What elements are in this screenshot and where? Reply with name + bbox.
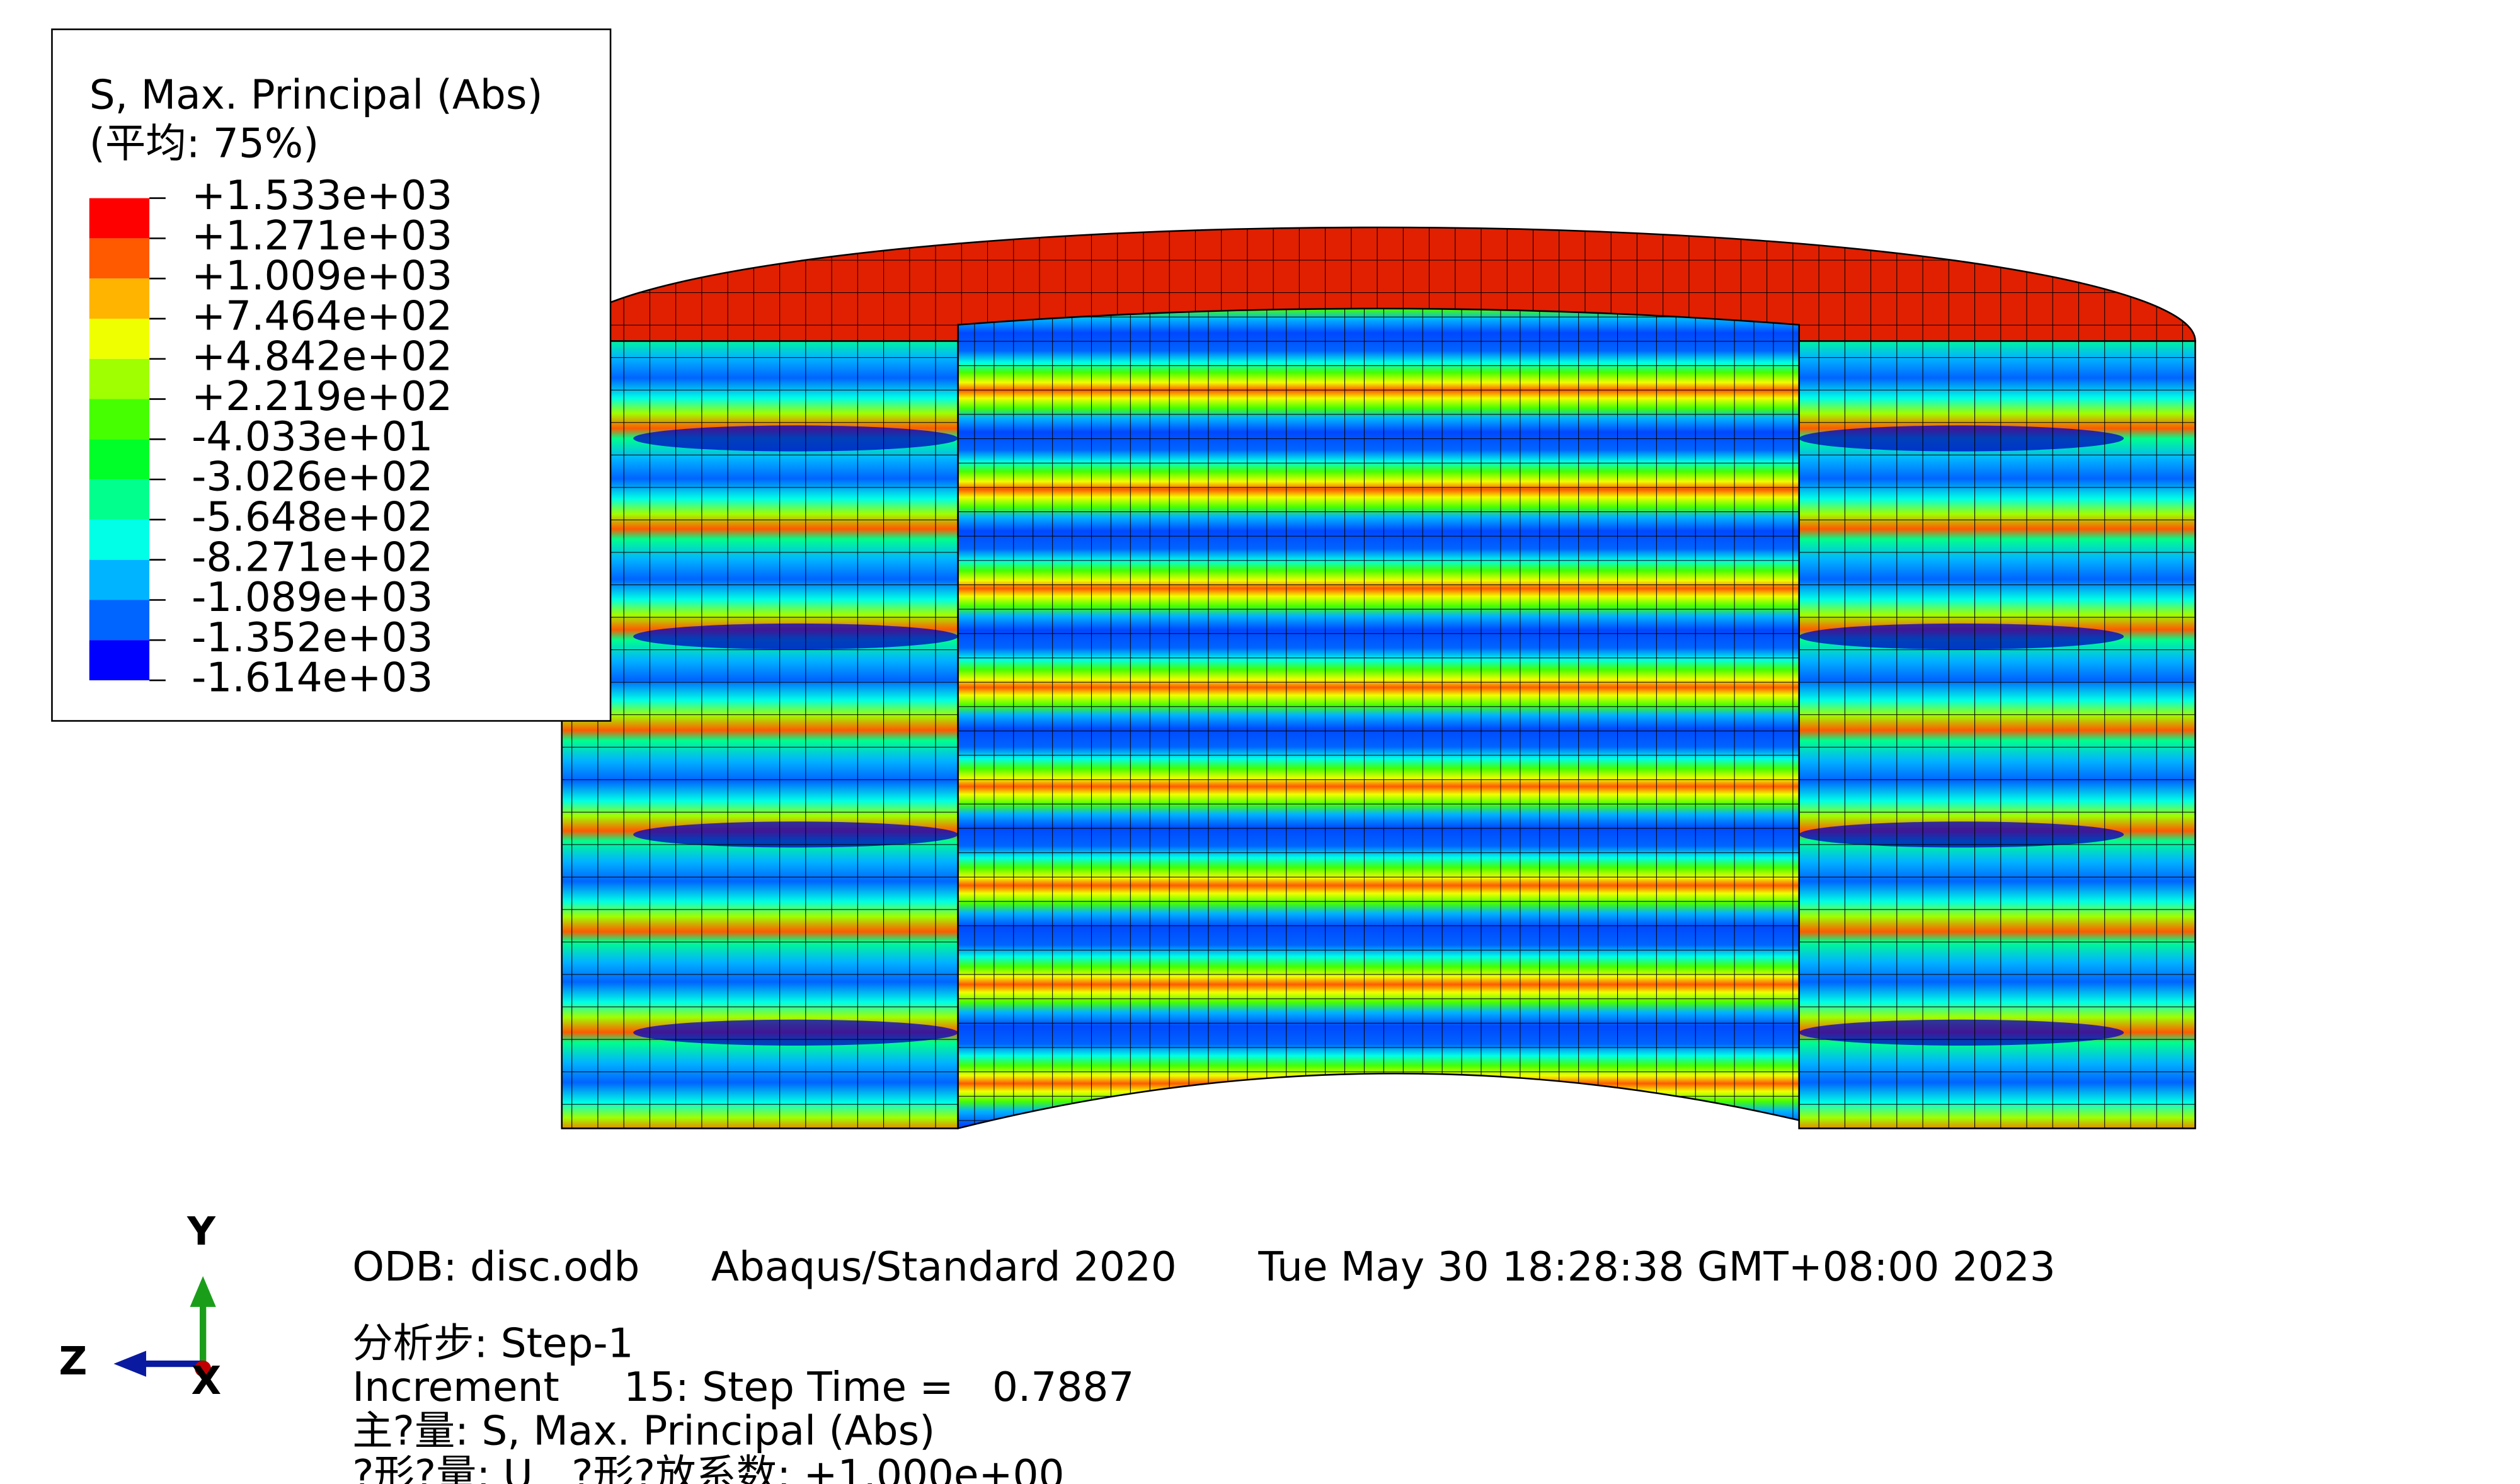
level-label: -1.089e+03 [192, 574, 433, 621]
odb: ODB: disc.odb [352, 1243, 639, 1291]
color-block [89, 519, 150, 560]
deformed-var: ?形?量: U ?形?放系数: +1.000e+00 [352, 1451, 1064, 1484]
legend-title: S, Max. Principal (Abs) [89, 71, 543, 118]
color-block [89, 399, 150, 440]
side-mesh [561, 341, 2196, 1129]
color-block [89, 559, 150, 600]
color-block [89, 358, 150, 399]
model [561, 226, 2196, 1130]
primary-var: 主?量: S, Max. Principal (Abs) [352, 1408, 935, 1455]
level-label: +1.271e+03 [192, 212, 452, 260]
level-label: -8.271e+02 [192, 534, 433, 581]
color-block [89, 278, 150, 319]
date: Tue May 30 18:28:38 GMT+08:00 2023 [1257, 1243, 2055, 1291]
axis-label-y: Y [186, 1209, 216, 1254]
legend-subtitle: (平均: 75%) [89, 120, 319, 168]
axis-label-x: X [191, 1358, 221, 1403]
legend: S, Max. Principal (Abs) (平均: 75%) +1.533… [51, 28, 612, 722]
color-block [89, 600, 150, 641]
level-label: -4.033e+01 [192, 413, 433, 460]
triad: Y Z X [59, 1209, 222, 1403]
level-label: +1.533e+03 [192, 172, 452, 219]
axis-label-z: Z [59, 1338, 88, 1384]
level-label: +1.009e+03 [192, 253, 452, 300]
level-label: +2.219e+02 [192, 373, 452, 420]
level-label: -1.614e+03 [192, 654, 433, 702]
color-block [89, 318, 150, 359]
level-label: -1.352e+03 [192, 614, 433, 661]
info: ODB: disc.odb Abaqus/Standard 2020 Tue M… [352, 1243, 2056, 1484]
level-label: +7.464e+02 [192, 293, 452, 340]
inner-mesh [958, 308, 1799, 1129]
step: 分析步: Step-1 [352, 1320, 633, 1367]
color-block [89, 439, 150, 480]
color-block [89, 640, 150, 681]
color-scale: +1.533e+03+1.271e+03+1.009e+03+7.464e+02… [89, 172, 452, 702]
color-block [89, 198, 150, 239]
increment: Increment 15: Step Time = 0.7887 [352, 1364, 1134, 1411]
level-label: -5.648e+02 [192, 493, 433, 540]
level-label: -3.026e+02 [192, 454, 433, 501]
color-block [89, 479, 150, 520]
level-label: +4.842e+02 [192, 333, 452, 380]
color-block [89, 238, 150, 279]
solver: Abaqus/Standard 2020 [711, 1243, 1177, 1291]
